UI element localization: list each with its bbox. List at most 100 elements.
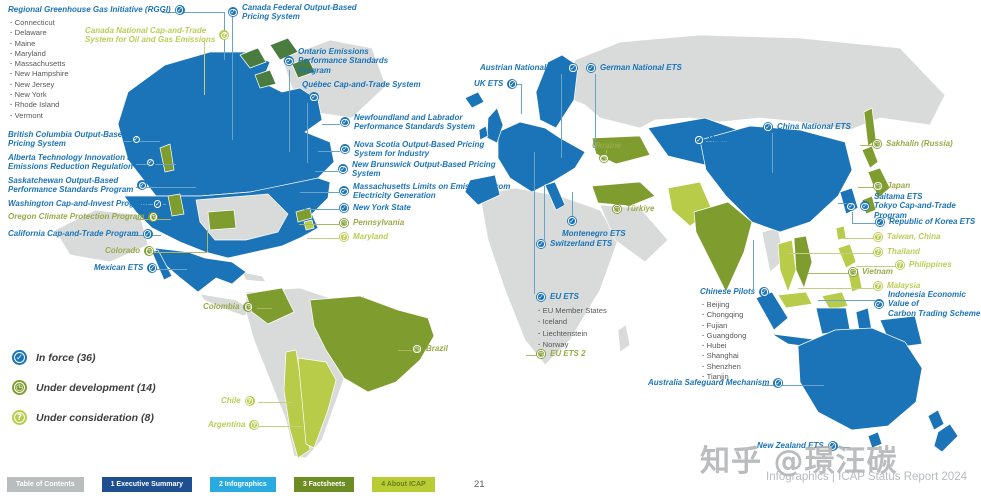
legend-item-under-consideration: ? Under consideration (8) xyxy=(12,410,156,425)
legend-item-in-force: ✓ In force (36) xyxy=(12,350,156,365)
map-label-saskatchewan: Saskatchewan Output-Based Performance Sta… xyxy=(8,176,148,195)
in-force-icon: ✓ xyxy=(309,92,319,103)
leader-line xyxy=(289,70,290,152)
tab-executive-summary[interactable]: 1 Executive Summary xyxy=(101,477,192,492)
leader-line xyxy=(307,103,308,163)
leader-line xyxy=(257,308,272,309)
leader-line xyxy=(706,141,728,142)
leader-line xyxy=(259,426,303,427)
map-label-chinese-pilots: Chinese Pilots✓ BeijingChongqingFujianGua… xyxy=(700,287,770,382)
label-text: Pennsylvania xyxy=(353,218,405,228)
leader-line xyxy=(772,133,773,173)
leader-line xyxy=(162,12,224,13)
leader-line xyxy=(852,223,876,224)
label-text: Ontario Emissions Performance Standards Pr… xyxy=(298,47,389,75)
report-credit: Infographics | ICAP Status Report 2024 xyxy=(766,471,967,483)
map-label-maryland: ? Maryland xyxy=(339,232,388,242)
leader-line xyxy=(852,212,853,223)
leader-line xyxy=(798,288,874,289)
in-force-icon: ✓ xyxy=(284,56,294,67)
in-force-icon: ✓ xyxy=(507,79,518,89)
in-force-icon: ✓ xyxy=(174,5,185,15)
label-bullet-list: BeijingChongqingFujianGuangdongHubeiShan… xyxy=(702,300,769,382)
map-label-new-zealand-ets: New Zealand ETS ✓ xyxy=(757,441,838,451)
label-text: Montenegro ETS xyxy=(562,229,626,238)
map-label-montenegro-ets: ✓ Montenegro ETS xyxy=(562,216,626,238)
list-item: Connecticut xyxy=(10,18,185,28)
leader-line xyxy=(232,16,233,140)
in-force-icon: ✓ xyxy=(846,201,856,212)
label-text: Philippines xyxy=(909,260,952,270)
in-force-icon: ✓ xyxy=(228,7,238,18)
map-label-chile: Chile? xyxy=(221,396,255,406)
leader-line xyxy=(860,145,873,146)
map-label-new-york-state: ✓ New York State xyxy=(339,203,411,213)
under-development-icon: ◷ xyxy=(144,246,155,256)
list-item: New Hampshire xyxy=(10,69,185,79)
leader-line xyxy=(318,151,340,152)
leader-line xyxy=(152,252,207,253)
under-consideration-icon: ? xyxy=(244,396,255,406)
map-label-saitama-tokyo: ✓ ✓ Saitama ETS Tokyo Cap-and-Trade Program xyxy=(846,192,981,220)
map-label-alberta-tier: Alberta Technology Innovation and Emissio… xyxy=(8,153,156,172)
leader-line xyxy=(315,171,338,172)
leader-line xyxy=(762,385,824,386)
in-force-icon: ✓ xyxy=(694,135,704,145)
leader-line xyxy=(521,84,522,114)
map-label-malaysia: ? Malaysia xyxy=(873,281,920,291)
in-force-icon: ✓ xyxy=(586,63,596,73)
label-text: Malaysia xyxy=(887,281,921,291)
in-force-icon: ✓ xyxy=(860,201,870,212)
label-text: New Brunswick Output-Based Pricing System xyxy=(352,160,496,179)
map-label-ontario-eps: ✓ Ontario Emissions Performance Standards P… xyxy=(284,47,388,75)
leader-line xyxy=(307,238,339,239)
under-consideration-icon: ? xyxy=(339,232,349,242)
legend-label: In force (36) xyxy=(36,351,96,364)
map-label-japan: ◷ Japan xyxy=(873,181,910,191)
leader-line xyxy=(204,40,205,95)
map-label-mexican-ets: Mexican ETS ✓ xyxy=(94,263,158,273)
in-force-icon: ✓ xyxy=(131,134,142,145)
leader-line xyxy=(534,152,535,294)
label-text: Québec Cap-and-Trade System xyxy=(302,80,421,89)
label-text: Vietnam xyxy=(862,267,893,277)
map-label-colombia: Colombia ◷ xyxy=(203,302,254,312)
map-label-switzerland-ets: ✓ Switzerland ETS xyxy=(536,239,612,249)
map-label-indonesia-evc: ✓ Indonesia Economic Value of Carbon Tradi… xyxy=(874,290,981,318)
leader-line xyxy=(595,74,596,150)
zhihu-watermark: 知乎 @璟汪碳 xyxy=(700,444,898,479)
map-label-turkiye: ◷ Türkiye xyxy=(612,204,654,214)
tab-about-icap[interactable]: 4 About ICAP xyxy=(372,477,435,492)
map-label-oregon: Oregon Climate Protection Program ◷ xyxy=(8,212,159,222)
in-force-icon: ✓ xyxy=(137,180,148,191)
map-label-california: California Cap-and-Trade Program ✓ xyxy=(8,229,153,239)
list-item: Beijing xyxy=(702,300,769,310)
map-label-pennsylvania: ◷ Pennsylvania xyxy=(339,218,404,228)
leader-line xyxy=(322,124,340,125)
leader-line xyxy=(606,150,607,156)
map-label-colorado: Colorado ◷ xyxy=(105,246,155,256)
in-force-icon: ✓ xyxy=(763,122,773,132)
map-label-taiwan-china: ? Taiwan, China xyxy=(873,232,941,242)
under-development-icon: ◷ xyxy=(12,380,27,395)
label-text: Kazakhstan ETS xyxy=(708,135,771,145)
label-text: Saskatchewan Output-Based Performance Sta… xyxy=(8,176,134,195)
under-consideration-icon: ? xyxy=(873,232,883,242)
leader-line xyxy=(843,238,874,239)
in-force-icon: ✓ xyxy=(147,263,158,273)
under-development-icon: ◷ xyxy=(599,153,609,164)
under-development-icon: ◷ xyxy=(412,344,422,354)
tab-table-of-contents[interactable]: Table of Contents xyxy=(7,477,84,492)
tab-factsheets[interactable]: 3 Factsheets xyxy=(293,477,355,492)
in-force-icon: ✓ xyxy=(152,199,163,209)
in-force-icon: ✓ xyxy=(339,186,349,197)
leader-line xyxy=(838,203,850,204)
in-force-icon: ✓ xyxy=(338,164,348,175)
in-force-icon: ✓ xyxy=(145,157,156,168)
leader-line xyxy=(856,266,896,267)
leader-line xyxy=(124,141,160,142)
tab-infographics[interactable]: 2 Infographics xyxy=(209,477,276,492)
under-development-icon: ◷ xyxy=(243,302,254,312)
under-development-icon: ◷ xyxy=(536,349,546,359)
leader-line xyxy=(299,224,339,225)
